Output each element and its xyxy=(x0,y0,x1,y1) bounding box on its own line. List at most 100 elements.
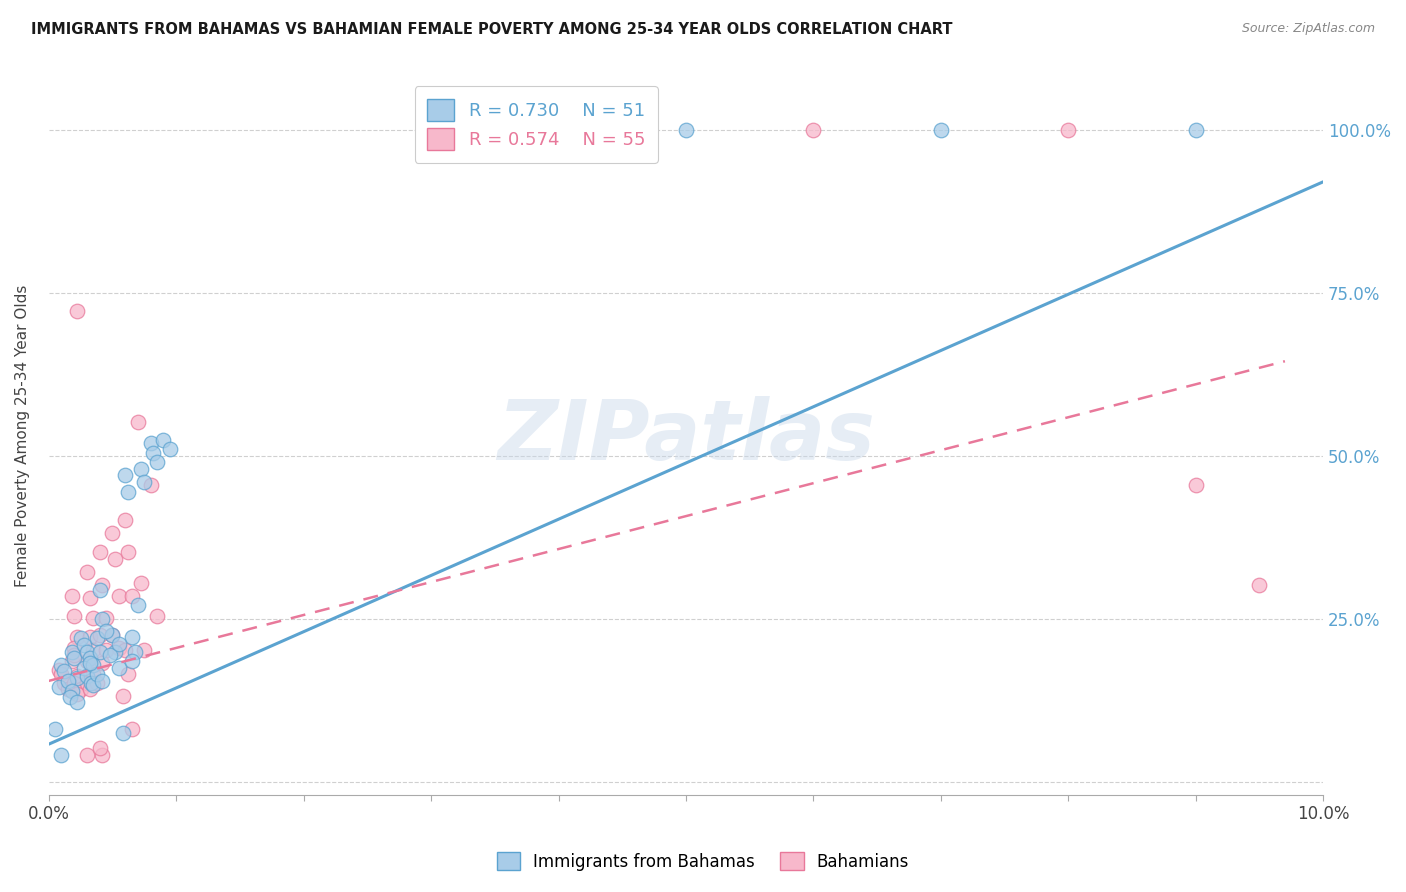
Point xyxy=(56,673,79,688)
Point xyxy=(73,638,96,652)
Point xyxy=(76,747,98,762)
Point xyxy=(79,657,101,671)
Point xyxy=(104,644,127,658)
Point xyxy=(82,657,104,672)
Point xyxy=(108,589,131,603)
Point xyxy=(66,630,89,644)
Point xyxy=(139,435,162,450)
Point xyxy=(76,565,98,579)
Point xyxy=(76,654,98,668)
Point xyxy=(1249,578,1271,592)
Point xyxy=(101,628,124,642)
Text: ZIPatlas: ZIPatlas xyxy=(496,396,875,476)
Point xyxy=(117,545,139,559)
Point xyxy=(66,669,89,683)
Point xyxy=(129,462,152,476)
Point xyxy=(142,445,165,459)
Point xyxy=(60,654,83,668)
Point xyxy=(121,722,143,736)
Point xyxy=(803,122,825,136)
Point xyxy=(79,591,101,605)
Legend: Immigrants from Bahamas, Bahamians: Immigrants from Bahamas, Bahamians xyxy=(488,844,918,880)
Point xyxy=(117,484,139,499)
Point xyxy=(104,552,127,566)
Point xyxy=(121,630,143,644)
Point xyxy=(60,683,83,698)
Point xyxy=(53,676,76,690)
Point xyxy=(108,661,131,675)
Point xyxy=(94,643,117,657)
Point xyxy=(79,682,101,697)
Point xyxy=(98,648,121,662)
Point xyxy=(91,612,114,626)
Point xyxy=(101,628,124,642)
Point xyxy=(86,667,108,681)
Point xyxy=(124,644,146,658)
Point xyxy=(91,747,114,762)
Point xyxy=(48,663,70,677)
Point xyxy=(86,676,108,690)
Point xyxy=(82,643,104,657)
Point xyxy=(63,651,86,665)
Point xyxy=(89,741,111,756)
Point xyxy=(117,667,139,681)
Point xyxy=(91,578,114,592)
Point xyxy=(63,676,86,690)
Point xyxy=(89,582,111,597)
Point xyxy=(73,661,96,675)
Point xyxy=(114,643,136,657)
Point xyxy=(929,122,952,136)
Point xyxy=(152,433,174,447)
Point xyxy=(86,632,108,646)
Point xyxy=(63,608,86,623)
Point xyxy=(63,648,86,662)
Point xyxy=(59,690,82,705)
Point xyxy=(51,747,73,762)
Point xyxy=(146,608,169,623)
Point xyxy=(129,576,152,591)
Point xyxy=(675,122,697,136)
Point xyxy=(48,681,70,695)
Legend: R = 0.730    N = 51, R = 0.574    N = 55: R = 0.730 N = 51, R = 0.574 N = 55 xyxy=(415,87,658,163)
Point xyxy=(60,589,83,603)
Y-axis label: Female Poverty Among 25-34 Year Olds: Female Poverty Among 25-34 Year Olds xyxy=(15,285,30,588)
Point xyxy=(79,651,101,665)
Point xyxy=(53,664,76,678)
Point xyxy=(51,667,73,681)
Point xyxy=(101,525,124,540)
Text: IMMIGRANTS FROM BAHAMAS VS BAHAMIAN FEMALE POVERTY AMONG 25-34 YEAR OLDS CORRELA: IMMIGRANTS FROM BAHAMAS VS BAHAMIAN FEMA… xyxy=(31,22,952,37)
Point xyxy=(69,682,91,697)
Point xyxy=(121,589,143,603)
Point xyxy=(66,304,89,318)
Point xyxy=(134,643,156,657)
Point xyxy=(108,641,131,656)
Point xyxy=(76,644,98,658)
Point xyxy=(134,475,156,489)
Point xyxy=(127,598,149,612)
Point xyxy=(44,722,66,736)
Point xyxy=(89,545,111,559)
Point xyxy=(82,610,104,624)
Point xyxy=(159,442,181,457)
Point xyxy=(91,657,114,671)
Point xyxy=(1057,122,1080,136)
Point xyxy=(108,637,131,651)
Point xyxy=(94,624,117,638)
Point xyxy=(69,632,91,646)
Point xyxy=(111,689,134,703)
Point xyxy=(111,726,134,740)
Point xyxy=(82,667,104,681)
Point xyxy=(89,628,111,642)
Point xyxy=(91,673,114,688)
Point xyxy=(80,676,103,690)
Point xyxy=(127,415,149,429)
Point xyxy=(82,678,104,692)
Point xyxy=(63,641,86,656)
Point xyxy=(139,478,162,492)
Point xyxy=(56,682,79,697)
Point xyxy=(66,687,89,701)
Point xyxy=(146,455,169,469)
Point xyxy=(1184,478,1206,492)
Point xyxy=(76,676,98,690)
Point xyxy=(114,513,136,527)
